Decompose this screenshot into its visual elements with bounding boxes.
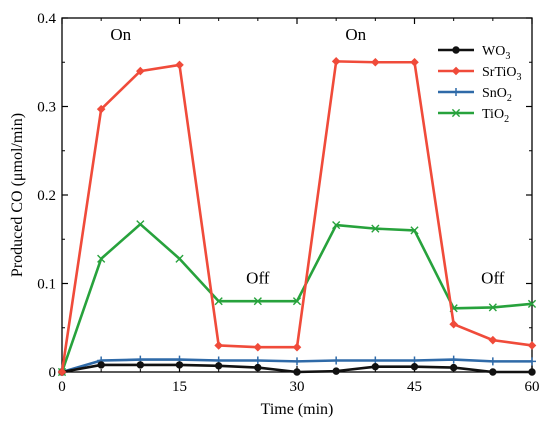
legend-entry-sno2: SnO2	[438, 86, 512, 104]
data-point-srtio3	[57, 367, 67, 377]
data-point-srtio3	[136, 66, 145, 76]
legend-label-subscript: 2	[504, 114, 509, 125]
legend-label-tio2: TiO2	[482, 107, 509, 125]
data-point-srtio3	[488, 335, 498, 345]
data-point-wo3	[528, 368, 536, 376]
data-point-tio2	[175, 254, 184, 263]
annotation-on: On	[110, 25, 131, 44]
legend-label-text: TiO	[482, 107, 504, 122]
x-tick-label: 45	[407, 379, 422, 395]
annotation-off: Off	[246, 269, 270, 288]
data-point-sno2	[332, 356, 341, 365]
legend-marker-sno2	[452, 88, 460, 96]
x-tick-label: 0	[58, 379, 66, 395]
legend-marker-tio2	[451, 108, 461, 118]
data-point-srtio3	[175, 60, 184, 70]
legend-label-text: SnO	[482, 86, 507, 101]
series-tio2	[57, 220, 537, 377]
data-point-sno2	[488, 357, 497, 366]
legend-label-subscript: 3	[505, 51, 510, 62]
x-tick-label: 15	[172, 379, 187, 395]
legend-entry-tio2: TiO2	[438, 107, 509, 125]
x-axis-label: Time (min)	[261, 401, 334, 418]
data-point-tio2	[410, 226, 419, 235]
y-tick-label: 0.3	[37, 100, 56, 116]
data-point-wo3	[371, 362, 380, 371]
legend-label-subscript: 3	[517, 72, 522, 83]
data-point-wo3	[97, 361, 105, 369]
data-point-sno2	[528, 357, 536, 366]
data-point-wo3	[136, 361, 145, 369]
data-point-wo3	[332, 367, 340, 375]
legend-marker-wo3	[452, 46, 460, 54]
data-point-wo3	[214, 362, 223, 370]
y-tick-label: 0.1	[37, 277, 56, 293]
data-point-srtio3	[527, 341, 537, 350]
data-point-srtio3	[253, 342, 263, 352]
data-point-tio2	[214, 297, 223, 306]
legend-label-sno2: SnO2	[482, 86, 512, 104]
series-srtio3	[57, 57, 537, 377]
data-point-sno2	[449, 355, 458, 364]
legend-marker-srtio3	[451, 66, 461, 76]
y-axis-label: Produced CO (μmol/min)	[9, 113, 26, 277]
data-point-sno2	[253, 356, 262, 365]
data-point-tio2	[488, 303, 497, 312]
data-point-wo3	[449, 363, 458, 372]
data-point-tio2	[253, 297, 262, 306]
data-point-srtio3	[292, 342, 302, 352]
data-point-srtio3	[371, 57, 380, 67]
legend-label-subscript: 2	[507, 93, 512, 104]
annotation-off: Off	[481, 269, 505, 288]
data-point-wo3	[175, 361, 184, 369]
x-tick-label: 30	[290, 379, 305, 395]
y-tick-label: 0	[49, 365, 57, 381]
data-point-tio2	[527, 299, 537, 308]
annotation-on: On	[345, 25, 366, 44]
data-point-srtio3	[449, 319, 458, 329]
data-point-srtio3	[331, 57, 341, 66]
series-line-srtio3	[60, 60, 533, 373]
data-point-tio2	[292, 297, 302, 306]
data-point-wo3	[410, 362, 419, 371]
data-point-tio2	[136, 220, 145, 229]
data-point-wo3	[254, 363, 262, 372]
y-tick-label: 0.2	[37, 188, 56, 204]
legend-entry-wo3: WO3	[438, 44, 510, 62]
data-point-tio2	[332, 220, 341, 230]
x-tick-label: 60	[525, 379, 540, 395]
legend-label-text: SrTiO	[482, 65, 517, 80]
data-point-srtio3	[410, 57, 419, 67]
legend-label-wo3: WO3	[482, 44, 510, 62]
data-point-tio2	[371, 224, 380, 233]
data-point-wo3	[293, 368, 301, 376]
legend-entry-srtio3: SrTiO3	[438, 65, 522, 83]
data-point-wo3	[489, 368, 497, 376]
legend-label-text: WO	[482, 44, 505, 59]
y-tick-label: 0.4	[37, 11, 56, 27]
legend-label-srtio3: SrTiO3	[482, 65, 522, 83]
data-point-sno2	[293, 357, 301, 366]
data-point-srtio3	[96, 104, 106, 114]
data-point-srtio3	[214, 341, 223, 350]
data-point-tio2	[97, 254, 106, 263]
